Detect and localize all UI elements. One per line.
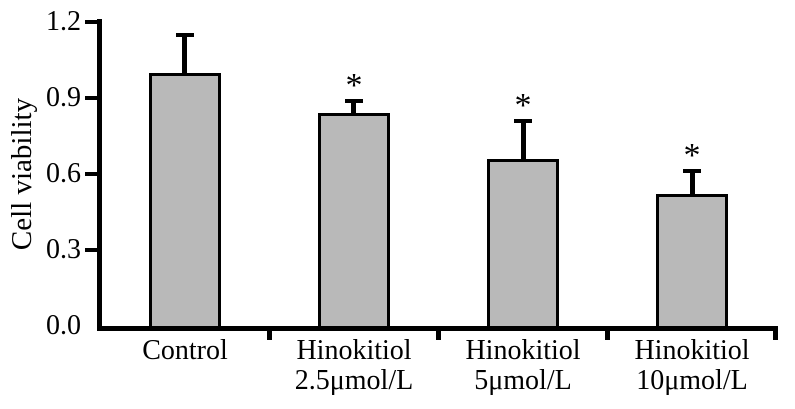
y-tick-label: 0.0 [46, 310, 81, 341]
y-tick [85, 20, 97, 24]
y-tick-label: 0.9 [46, 82, 81, 113]
y-tick [85, 172, 97, 176]
x-tick [773, 331, 778, 340]
y-axis-line [97, 19, 102, 331]
x-axis-line [97, 326, 778, 331]
bar [656, 194, 728, 326]
error-bar-stem [690, 171, 695, 196]
error-bar-stem [351, 101, 356, 116]
error-bar-cap [176, 33, 194, 37]
x-category-label: Hinokitiol 2.5μmol/L [294, 335, 414, 396]
significance-asterisk: * [514, 87, 532, 124]
error-bar-stem [521, 121, 526, 161]
y-tick [85, 248, 97, 252]
error-bar-stem [182, 35, 187, 75]
x-category-label: Hinokitiol 5μmol/L [465, 335, 581, 396]
y-tick-label: 1.2 [46, 6, 81, 37]
bar [487, 159, 559, 326]
x-tick [436, 331, 441, 340]
x-category-label: Hinokitiol 10μmol/L [634, 335, 750, 396]
bar [149, 73, 221, 326]
error-bar-cap [683, 169, 701, 173]
y-tick-label: 0.6 [46, 158, 81, 189]
error-bar-cap [514, 119, 532, 123]
y-tick-label: 0.3 [46, 234, 81, 265]
x-category-label: Control [142, 335, 228, 366]
y-tick [85, 96, 97, 100]
x-tick [267, 331, 272, 340]
bar [318, 113, 390, 326]
significance-asterisk: * [683, 137, 701, 174]
significance-asterisk: * [345, 67, 363, 104]
error-bar-cap [345, 99, 363, 103]
x-tick [605, 331, 610, 340]
